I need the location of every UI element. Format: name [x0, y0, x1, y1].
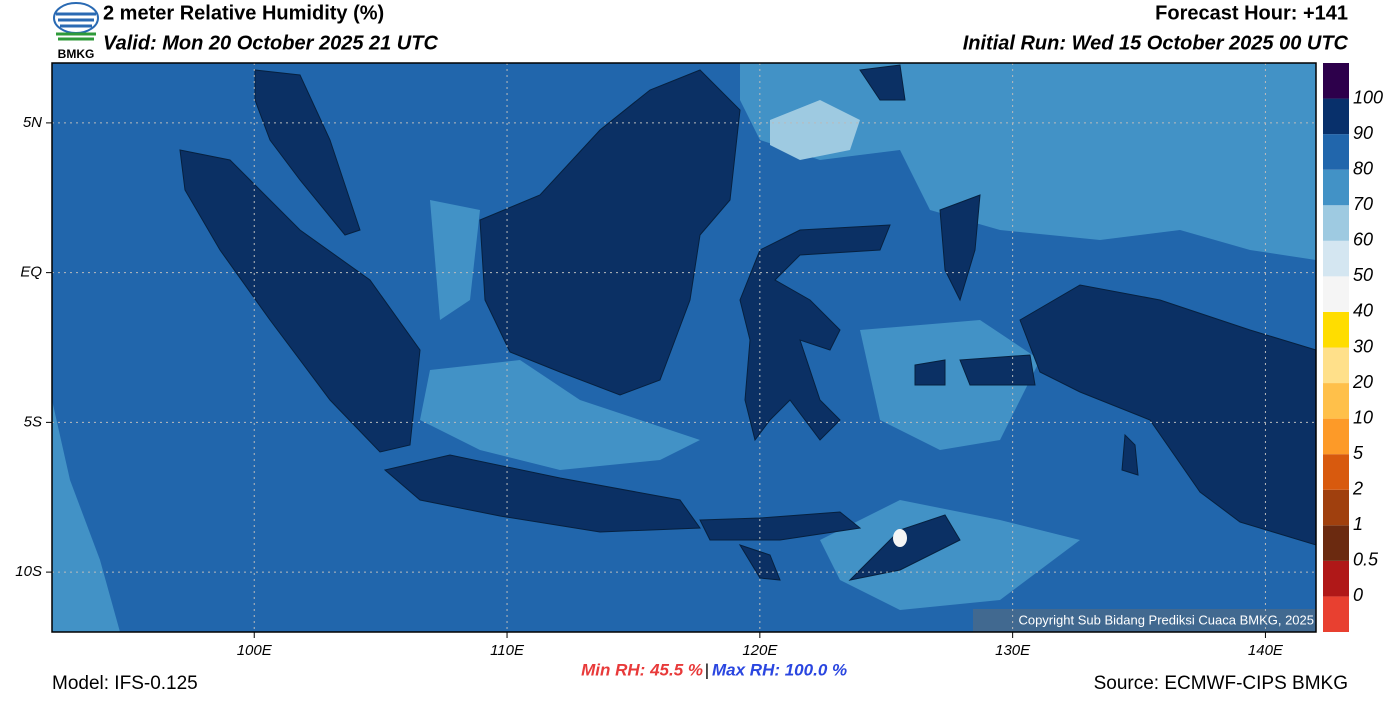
separator: | — [705, 660, 709, 679]
x-tick-label: 140E — [1248, 642, 1284, 659]
colorbar-label: 100 — [1353, 87, 1383, 107]
x-tick-label: 100E — [237, 642, 273, 659]
y-tick-label: 5S — [24, 413, 42, 430]
colorbar-label: 70 — [1353, 194, 1373, 214]
map-frame — [51, 62, 1317, 633]
model: Model: IFS-0.125 — [52, 673, 198, 694]
initial-run: Initial Run: Wed 15 October 2025 00 UTC — [963, 32, 1349, 54]
max-rh: Max RH: 100.0 % — [712, 660, 847, 679]
colorbar-label: 90 — [1353, 123, 1373, 143]
colorbar-label: 80 — [1353, 158, 1373, 178]
colorbar-segment — [1323, 347, 1349, 384]
land — [179, 64, 1317, 581]
colorbar-segment — [1323, 596, 1349, 632]
y-tick-label: 5N — [23, 114, 42, 131]
logo-text: BMKG — [58, 47, 95, 61]
forecast-hour: Forecast Hour: +141 — [1155, 2, 1348, 24]
colorbar-label: 0 — [1353, 585, 1363, 605]
colorbar-label: 50 — [1353, 265, 1373, 285]
colorbar-segment — [1323, 311, 1349, 348]
colorbar-segment — [1323, 276, 1349, 312]
x-tick-label: 110E — [490, 642, 525, 659]
copyright: Copyright Sub Bidang Prediksi Cuaca BMKG… — [1018, 612, 1314, 627]
copyright-box — [973, 609, 1316, 632]
colorbar-label: 5 — [1353, 443, 1364, 463]
colorbar-segment — [1323, 418, 1349, 455]
colorbar-segment — [1323, 454, 1349, 490]
colorbar-label: 20 — [1352, 372, 1373, 392]
x-tick-label: 130E — [995, 642, 1031, 659]
colorbar-segment — [1323, 169, 1349, 206]
x-tick-label: 120E — [742, 642, 778, 659]
light-areas — [52, 63, 1316, 632]
colorbar-segment — [1323, 489, 1349, 526]
colorbar-label: 0.5 — [1353, 550, 1379, 570]
colorbar-segment — [1323, 240, 1349, 277]
colorbar-segment — [1323, 63, 1349, 99]
colorbar-segment — [1323, 525, 1349, 561]
min-rh: Min RH: 45.5 % — [581, 660, 703, 679]
colorbar-segment — [1323, 383, 1349, 419]
colorbar-label: 30 — [1353, 336, 1373, 356]
y-tick-label: 10S — [15, 563, 42, 580]
colorbar-segment — [1323, 134, 1349, 170]
valid-time: Valid: Mon 20 October 2025 21 UTC — [103, 32, 438, 54]
colorbar-label: 40 — [1353, 301, 1373, 321]
colorbar-label: 1 — [1353, 514, 1363, 534]
colorbar-label: 2 — [1352, 479, 1363, 499]
y-tick-label: EQ — [20, 264, 42, 281]
source: Source: ECMWF-CIPS BMKG — [1094, 673, 1348, 694]
title: 2 meter Relative Humidity (%) — [103, 2, 384, 24]
colorbar-segment — [1323, 560, 1349, 597]
map: Copyright Sub Bidang Prediksi Cuaca BMKG… — [51, 62, 1317, 633]
logo — [53, 2, 99, 41]
colorbar-label: 10 — [1353, 407, 1373, 427]
colorbar-segment — [1323, 98, 1349, 135]
colorbar-segment — [1323, 205, 1349, 241]
min-spot — [893, 529, 907, 547]
colorbar-label: 60 — [1353, 230, 1373, 250]
